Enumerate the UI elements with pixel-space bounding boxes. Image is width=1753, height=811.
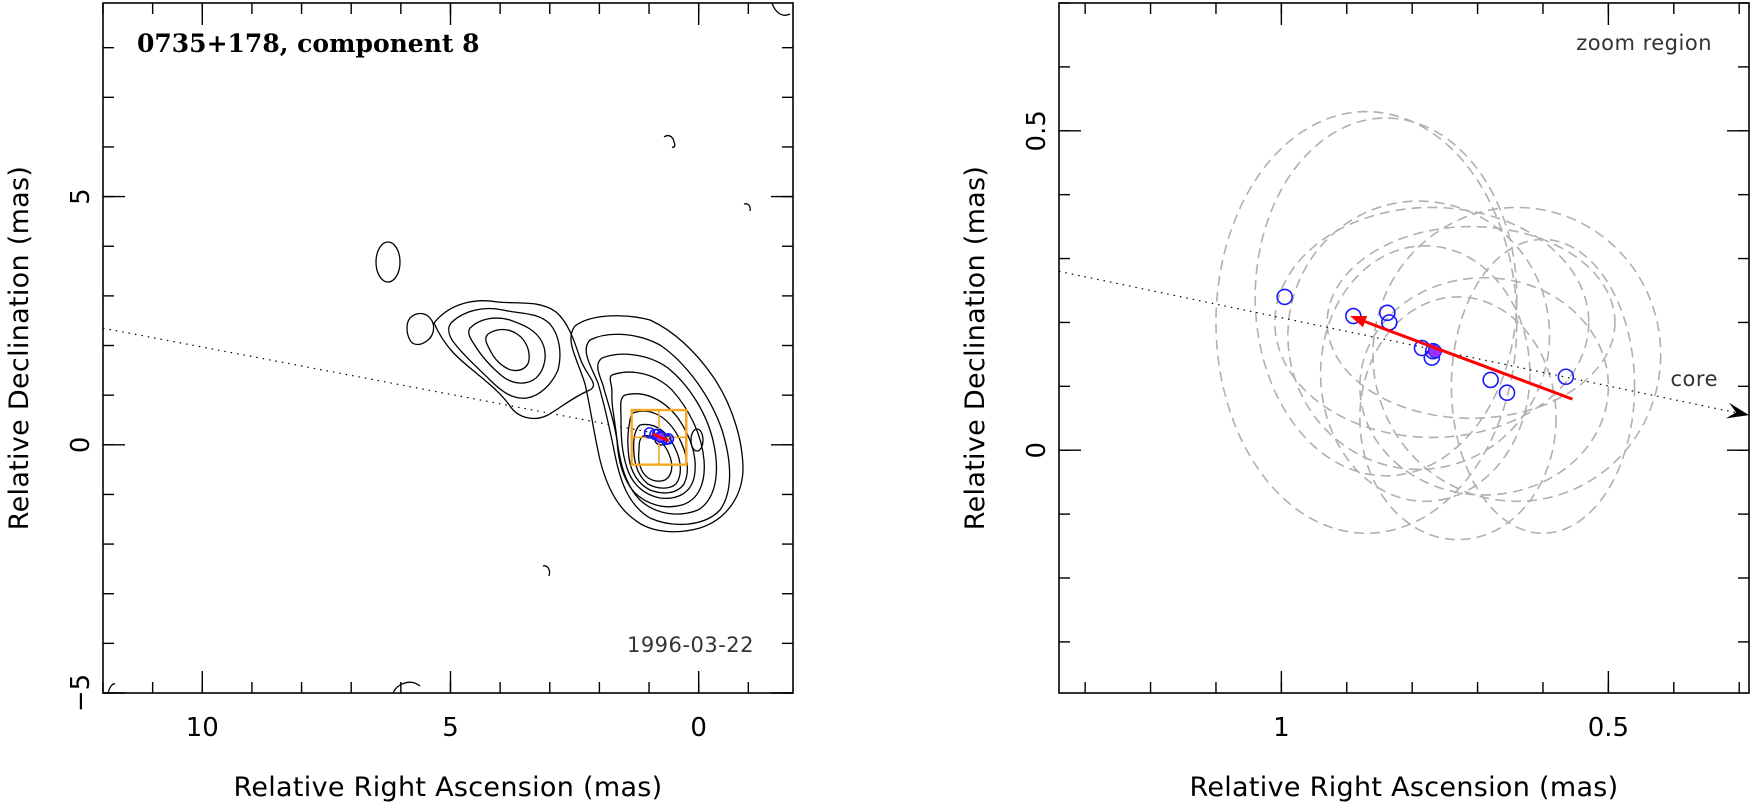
right-x-tick-label: 1 [1273, 713, 1290, 743]
core-direction-arrowhead [1725, 402, 1749, 419]
right-jet-direction-line [1059, 270, 1744, 415]
contour-blob-6 [392, 681, 421, 693]
contour-level-3 [597, 353, 718, 515]
contour-jet-inner [468, 317, 546, 384]
contour-level-5 [620, 393, 696, 500]
position-error-ellipses [1215, 110, 1662, 541]
left-component-position [643, 427, 656, 439]
right-motion-vector [1364, 320, 1573, 401]
position-error-ellipse [1450, 238, 1636, 535]
contour-blob-1 [375, 241, 401, 283]
contour-level-6 [627, 410, 689, 494]
zoom-region-inner-box [630, 409, 660, 439]
left-panel-title: 0735+178, component 8 [137, 29, 480, 58]
contour-jet-tail [406, 312, 435, 346]
position-error-ellipse [1359, 296, 1557, 541]
left-x-tick-label: 5 [442, 713, 459, 743]
contour-blob-3 [743, 203, 751, 212]
right-plot-area [1059, 110, 1749, 541]
position-error-ellipse [1215, 110, 1518, 535]
position-error-ellipse [1254, 117, 1518, 477]
contour-level-4 [609, 371, 705, 508]
position-error-ellipse [1326, 225, 1616, 420]
right-component-position [1557, 368, 1575, 386]
right-x-tick-label: 0.5 [1588, 713, 1629, 743]
left-plot-area [103, 3, 791, 693]
right-component-position [1379, 304, 1396, 322]
left-component-position [655, 431, 667, 444]
left-y-axis-title: Relative Declination (mas) [4, 166, 35, 530]
right-panel-title: zoom region [1576, 31, 1712, 55]
left-x-tick-label: 0 [690, 713, 707, 743]
right-panel: 1 0.5 0 0.5 zoom region core Relative Right… [960, 2, 1750, 803]
contour-level-8 [638, 435, 673, 482]
right-y-tick-label: 0 [1022, 442, 1052, 459]
contour-jet-mid [447, 307, 561, 399]
contour-blob-2 [663, 135, 676, 148]
contour-level-9 [690, 428, 704, 452]
right-component-position [1276, 288, 1293, 306]
left-x-tick-label: 10 [186, 713, 219, 743]
right-component-position [1498, 384, 1516, 402]
contour-blob-4 [542, 565, 551, 577]
left-tick-labels: 10 5 0 −5 0 5 [66, 188, 707, 743]
right-y-axis-title: Relative Declination (mas) [960, 166, 991, 530]
right-ticks [1059, 2, 1749, 693]
right-component-position [1482, 371, 1499, 389]
contour-blob-5 [771, 3, 791, 16]
right-plot-frame [1058, 2, 1750, 694]
contour-jet-outer [433, 300, 595, 420]
contour-blob-7 [107, 683, 116, 693]
left-jet-direction-line [103, 327, 677, 438]
left-x-axis-title: Relative Right Ascension (mas) [233, 772, 662, 803]
left-date-label: 1996-03-22 [627, 633, 754, 657]
left-motion-vector [652, 432, 670, 443]
left-y-tick-label: 0 [66, 437, 96, 454]
contour-level-1 [570, 315, 744, 533]
motion-vector-arrowhead [1350, 316, 1368, 328]
contour-jet-core [485, 328, 530, 372]
core-label: core [1671, 367, 1719, 391]
contour-map [107, 3, 791, 693]
right-tick-labels: 1 0.5 0 0.5 [1022, 110, 1629, 743]
left-ticks [102, 3, 793, 694]
contour-level-2 [585, 333, 731, 526]
right-y-tick-label: 0.5 [1022, 110, 1052, 151]
left-y-tick-label: −5 [66, 674, 96, 712]
left-component-positions [643, 427, 675, 446]
left-panel: 10 5 0 −5 0 5 [4, 2, 794, 803]
position-error-ellipse [1287, 200, 1551, 471]
right-x-axis-title: Relative Right Ascension (mas) [1189, 772, 1618, 803]
left-y-tick-label: 5 [66, 188, 96, 205]
position-error-ellipse [1274, 206, 1590, 439]
position-error-ellipse [1359, 276, 1610, 496]
position-error-ellipse [1319, 244, 1531, 503]
contour-level-7 [633, 423, 682, 489]
left-plot-frame [102, 2, 794, 694]
position-error-ellipse [1372, 206, 1662, 503]
